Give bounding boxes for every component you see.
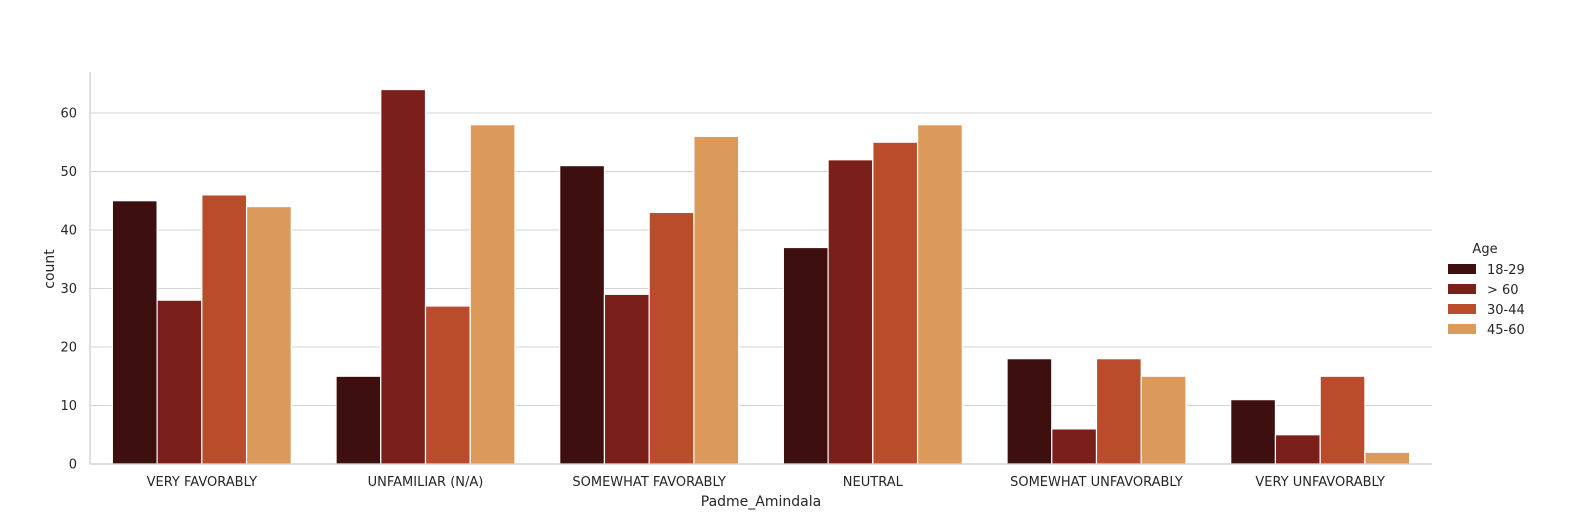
- y-tick-label: 60: [60, 106, 77, 121]
- legend-label: 45-60: [1487, 323, 1525, 338]
- y-tick-label: 10: [60, 399, 77, 414]
- y-tick-labels: 0 10 20 30 40 50 60: [60, 106, 77, 472]
- y-tick-label: 20: [60, 340, 77, 355]
- legend-label: > 60: [1487, 283, 1519, 298]
- bars: [111, 88, 1411, 465]
- legend: Age 18-29 > 60 30-44 45-60: [1448, 242, 1525, 338]
- bar: [1274, 434, 1321, 465]
- bar: [1051, 428, 1098, 465]
- x-axis-label: Padme_Amindala: [701, 494, 821, 510]
- x-tick-label: UNFAMILIAR (N/A): [368, 475, 484, 490]
- x-tick-label: VERY FAVORABLY: [147, 475, 257, 490]
- y-tick-label: 50: [60, 165, 77, 180]
- bar: [469, 124, 516, 465]
- bar: [1230, 399, 1277, 465]
- bar: [1006, 358, 1053, 465]
- x-tick-label: SOMEWHAT UNFAVORABLY: [1010, 475, 1183, 490]
- gridlines: [90, 112, 1432, 406]
- y-tick-label: 40: [60, 223, 77, 238]
- bar: [201, 194, 248, 465]
- legend-title: Age: [1472, 242, 1497, 257]
- bar: [782, 246, 829, 465]
- legend-label: 18-29: [1487, 263, 1525, 278]
- bar: [245, 205, 292, 465]
- bar: [603, 293, 650, 465]
- bar: [648, 211, 695, 465]
- legend-label: 30-44: [1487, 303, 1525, 318]
- bar: [827, 159, 874, 465]
- bar: [1140, 375, 1187, 465]
- bar: [424, 305, 471, 465]
- bar: [1319, 375, 1366, 465]
- x-tick-label: SOMEWHAT FAVORABLY: [572, 475, 726, 490]
- legend-swatch: [1448, 324, 1476, 334]
- x-tick-labels: VERY FAVORABLY UNFAMILIAR (N/A) SOMEWHAT F…: [147, 475, 1385, 490]
- legend-swatch: [1448, 304, 1476, 314]
- bar: [1095, 358, 1142, 465]
- bar: [156, 299, 203, 465]
- bar: [380, 88, 427, 465]
- bar: [111, 200, 158, 465]
- x-tick-label: VERY UNFAVORABLY: [1255, 475, 1385, 490]
- bar: [335, 375, 382, 465]
- y-axis-label: count: [42, 249, 58, 289]
- y-tick-label: 0: [69, 458, 77, 473]
- bar: [872, 141, 919, 465]
- axes: [89, 72, 1432, 465]
- legend-swatch: [1448, 264, 1476, 274]
- legend-swatch: [1448, 284, 1476, 294]
- bar: [693, 135, 740, 465]
- bar: [559, 165, 606, 465]
- y-tick-label: 30: [60, 282, 77, 297]
- x-tick-label: NEUTRAL: [843, 475, 904, 490]
- bar: [916, 124, 963, 465]
- bar: [1364, 451, 1411, 465]
